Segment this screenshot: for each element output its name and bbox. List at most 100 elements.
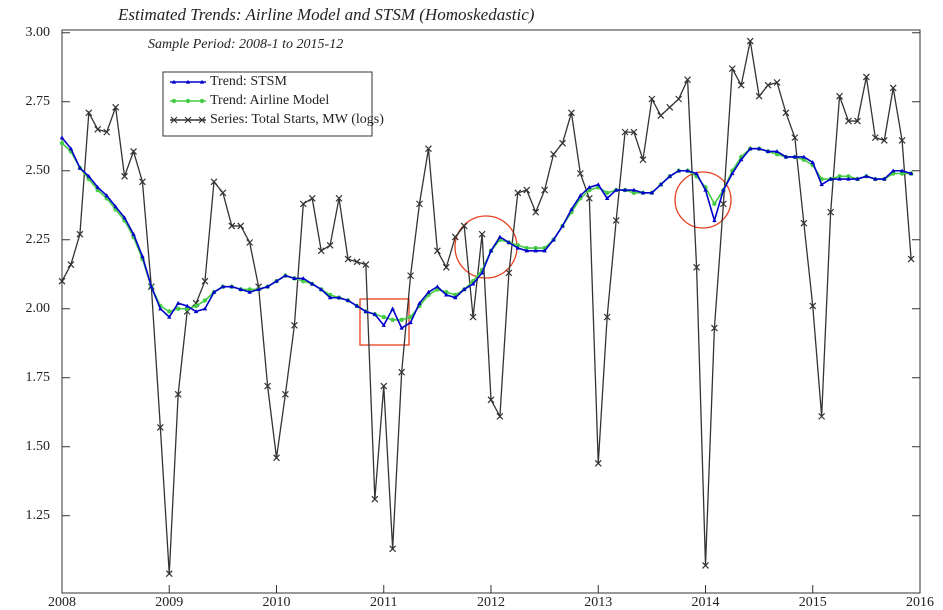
- point: [112, 103, 120, 111]
- point: [710, 324, 718, 332]
- point: [398, 368, 406, 376]
- point: [685, 168, 690, 173]
- point: [899, 168, 905, 173]
- point: [604, 196, 610, 200]
- point: [301, 278, 306, 284]
- chart-title: Estimated Trends: Airline Model and STSM…: [117, 5, 535, 24]
- point: [354, 303, 360, 308]
- point: [550, 150, 557, 158]
- point: [372, 311, 378, 316]
- point: [327, 295, 333, 300]
- point: [247, 287, 252, 292]
- point: [470, 281, 476, 286]
- point: [559, 139, 566, 147]
- chart-subtitle: Sample Period: 2008-1 to 2015-12: [148, 37, 343, 52]
- point: [890, 168, 896, 173]
- point: [596, 182, 601, 187]
- point: [326, 241, 334, 249]
- point: [435, 284, 440, 289]
- point: [497, 234, 503, 239]
- point: [335, 194, 343, 202]
- point: [612, 217, 620, 224]
- point: [845, 117, 852, 125]
- point: [515, 243, 521, 248]
- point: [478, 230, 486, 238]
- y-tick-label: 1.50: [26, 439, 51, 454]
- point: [451, 233, 459, 241]
- point: [381, 314, 386, 320]
- point: [756, 146, 762, 151]
- point: [639, 156, 647, 164]
- point: [801, 157, 807, 162]
- point: [292, 276, 297, 280]
- point: [158, 306, 163, 311]
- point: [578, 193, 583, 198]
- point: [587, 185, 592, 189]
- point: [594, 459, 602, 467]
- point: [819, 182, 824, 187]
- point: [836, 92, 843, 100]
- point: [220, 284, 226, 289]
- point: [95, 185, 100, 189]
- point: [810, 160, 815, 165]
- point: [238, 287, 243, 292]
- series-line: [61, 142, 912, 321]
- point: [113, 204, 118, 209]
- x-tick-label: 2016: [906, 595, 934, 610]
- point: [542, 248, 547, 253]
- point: [712, 201, 717, 207]
- point: [417, 300, 422, 305]
- point: [344, 255, 352, 263]
- point: [103, 128, 111, 136]
- x-tick-label: 2013: [584, 595, 612, 610]
- point: [274, 278, 279, 283]
- x-tick-label: 2012: [477, 595, 505, 610]
- point: [496, 412, 504, 420]
- x-tick-label: 2010: [263, 595, 291, 610]
- point: [390, 306, 395, 311]
- point: [568, 109, 575, 117]
- point: [703, 187, 708, 192]
- point: [175, 306, 181, 311]
- point: [837, 174, 842, 179]
- point: [506, 240, 512, 245]
- point: [256, 287, 261, 292]
- point: [202, 306, 208, 311]
- point: [246, 239, 254, 246]
- point: [76, 230, 84, 238]
- y-tick-label: 2.75: [26, 94, 51, 109]
- point: [390, 317, 395, 322]
- point: [408, 314, 413, 320]
- point: [184, 306, 190, 311]
- point: [719, 200, 727, 208]
- point: [889, 84, 897, 92]
- point: [873, 176, 878, 181]
- y-tick-label: 2.50: [26, 163, 51, 178]
- point: [658, 182, 663, 187]
- point: [399, 325, 404, 330]
- point: [319, 287, 324, 292]
- point: [560, 223, 565, 228]
- x-tick-label: 2008: [48, 595, 76, 610]
- point: [67, 261, 75, 269]
- point: [809, 302, 817, 310]
- point: [532, 208, 540, 216]
- legend: Trend: STSM Trend: Airline Model Series: T…: [170, 74, 384, 127]
- point: [621, 128, 629, 136]
- y-tick-label: 2.00: [26, 301, 51, 316]
- point: [149, 284, 154, 289]
- point: [764, 81, 772, 89]
- point: [908, 171, 914, 176]
- point: [228, 222, 236, 230]
- y-tick-label: 2.25: [26, 232, 51, 247]
- y-tick-label: 1.75: [26, 370, 51, 385]
- point: [283, 273, 288, 278]
- point: [541, 186, 549, 194]
- point: [202, 298, 208, 303]
- point: [827, 208, 835, 216]
- point: [299, 200, 307, 208]
- point: [515, 245, 521, 250]
- point: [801, 154, 807, 159]
- point: [156, 423, 164, 431]
